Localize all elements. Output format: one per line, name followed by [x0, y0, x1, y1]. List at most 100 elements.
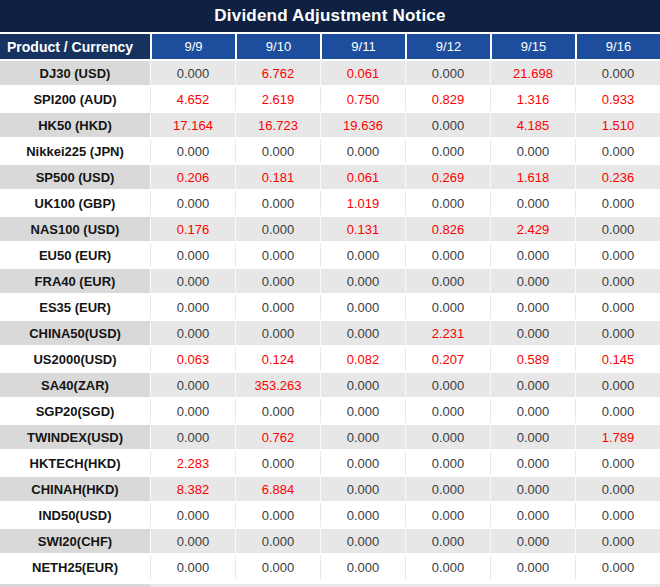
dividend-value-cell: 0.000 — [405, 373, 490, 397]
table-row: UK100 (GBP)0.0000.0001.0190.0000.0000.00… — [0, 191, 660, 217]
dividend-value-cell: 0.000 — [320, 503, 405, 527]
dividend-value-cell: 0.000 — [235, 139, 320, 163]
dividend-value-cell: 0.000 — [575, 295, 660, 319]
dividend-value-cell: 0.000 — [575, 139, 660, 163]
dividend-value-cell: 0.000 — [150, 191, 235, 215]
table-row: SP500 (USD)0.2060.1810.0610.2691.6180.23… — [0, 165, 660, 191]
product-cell: Nikkei225 (JPN) — [0, 139, 150, 163]
product-cell: UK100 (GBP) — [0, 191, 150, 215]
dividend-value-cell: 0.000 — [320, 555, 405, 579]
dividend-value-cell: 0.063 — [150, 347, 235, 371]
dividend-value-cell: 0.000 — [320, 451, 405, 475]
dividend-value-cell: 1.789 — [575, 425, 660, 449]
dividend-value-cell: 0.000 — [405, 295, 490, 319]
table-row: EU50 (EUR)0.0000.0000.0000.0000.0000.000 — [0, 243, 660, 269]
dividend-value-cell: 0.829 — [405, 87, 490, 111]
dividend-value-cell: 0.000 — [490, 269, 575, 293]
dividend-value-cell: 16.723 — [235, 113, 320, 137]
dividend-value-cell: 0.000 — [235, 243, 320, 267]
dividend-value-cell: 0.176 — [150, 217, 235, 241]
dividend-value-cell: 0.145 — [575, 347, 660, 371]
table-row: SWI20(CHF)0.0000.0000.0000.0000.0000.000 — [0, 529, 660, 555]
table-row: SA40(ZAR)0.000353.2630.0000.0000.0000.00… — [0, 373, 660, 399]
dividend-value-cell: 0.000 — [575, 451, 660, 475]
column-header-product-currency: Product / Currency — [0, 34, 150, 59]
dividend-value-cell: 0.000 — [490, 295, 575, 319]
product-cell: US2000(USD) — [0, 347, 150, 371]
dividend-value-cell: 0.000 — [405, 451, 490, 475]
table-row: IND50(USD)0.0000.0000.0000.0000.0000.000 — [0, 503, 660, 529]
dividend-value-cell: 0.000 — [150, 529, 235, 553]
table-row: Nikkei225 (JPN)0.0000.0000.0000.0000.000… — [0, 139, 660, 165]
dividend-value-cell: 0.000 — [320, 425, 405, 449]
dividend-value-cell: 0.000 — [320, 373, 405, 397]
dividend-value-cell: 0.000 — [575, 373, 660, 397]
dividend-value-cell: 0.000 — [405, 477, 490, 501]
dividend-value-cell: 0.000 — [320, 243, 405, 267]
dividend-value-cell: 0.000 — [575, 529, 660, 553]
column-header-date: 9/16 — [575, 34, 660, 59]
dividend-value-cell: 0.000 — [405, 555, 490, 579]
dividend-value-cell: 0.000 — [235, 191, 320, 215]
dividend-value-cell: 0.000 — [235, 555, 320, 579]
dividend-value-cell: 0.000 — [150, 373, 235, 397]
dividend-value-cell: 1.618 — [490, 165, 575, 189]
product-cell: FRA40 (EUR) — [0, 269, 150, 293]
dividend-value-cell: 0.082 — [320, 347, 405, 371]
dividend-value-cell: 6.762 — [235, 61, 320, 85]
dividend-value-cell: 0.000 — [320, 269, 405, 293]
product-cell: EU50 (EUR) — [0, 243, 150, 267]
dividend-value-cell: 0.000 — [405, 139, 490, 163]
table-header-row: Product / Currency 9/99/109/119/129/159/… — [0, 34, 660, 61]
table-row: TWINDEX(USD)0.0000.7620.0000.0000.0001.7… — [0, 425, 660, 451]
dividend-value-cell: 0.000 — [235, 321, 320, 345]
product-cell: SPI200 (AUD) — [0, 87, 150, 111]
table-row: CHINAH(HKD)8.3826.8840.0000.0000.0000.00… — [0, 477, 660, 503]
product-cell: TWINDEX(USD) — [0, 425, 150, 449]
dividend-value-cell: 353.263 — [235, 373, 320, 397]
product-cell: ES35 (EUR) — [0, 295, 150, 319]
table-row: FRA40 (EUR)0.0000.0000.0000.0000.0000.00… — [0, 269, 660, 295]
dividend-value-cell: 0.000 — [150, 61, 235, 85]
dividend-value-cell: 0.000 — [490, 139, 575, 163]
dividend-value-cell: 0.124 — [235, 347, 320, 371]
product-cell: SWI20(CHF) — [0, 529, 150, 553]
dividend-value-cell: 0.000 — [575, 191, 660, 215]
dividend-value-cell: 0.000 — [575, 217, 660, 241]
product-cell: SP500 (USD) — [0, 165, 150, 189]
dividend-value-cell: 0.000 — [150, 295, 235, 319]
column-header-date: 9/11 — [320, 34, 405, 59]
table-body: DJ30 (USD)0.0006.7620.0610.00021.6980.00… — [0, 61, 660, 584]
dividend-value-cell: 0.000 — [150, 425, 235, 449]
table-row: NETH25(EUR)0.0000.0000.0000.0000.0000.00… — [0, 555, 660, 581]
table-row: DJ30 (USD)0.0006.7620.0610.00021.6980.00… — [0, 61, 660, 87]
dividend-value-cell: 0.000 — [405, 503, 490, 527]
column-header-date: 9/10 — [235, 34, 320, 59]
dividend-value-cell: 0.000 — [490, 321, 575, 345]
dividend-value-cell: 0.000 — [235, 529, 320, 553]
dividend-value-cell: 0.762 — [235, 425, 320, 449]
dividend-value-cell: 0.000 — [235, 217, 320, 241]
dividend-value-cell: 0.000 — [490, 243, 575, 267]
table-row: NAS100 (USD)0.1760.0000.1310.8262.4290.0… — [0, 217, 660, 243]
dividend-value-cell: 0.000 — [490, 425, 575, 449]
table-row: SPI200 (AUD)4.6522.6190.7500.8291.3160.9… — [0, 87, 660, 113]
dividend-value-cell: 2.429 — [490, 217, 575, 241]
dividend-value-cell: 0.206 — [150, 165, 235, 189]
dividend-value-cell: 0.000 — [320, 321, 405, 345]
product-cell: CHINAH(HKD) — [0, 477, 150, 501]
dividend-value-cell: 0.000 — [235, 399, 320, 423]
title-bar: Dividend Adjustment Notice — [0, 0, 660, 34]
product-cell: SA40(ZAR) — [0, 373, 150, 397]
table-row: SGP20(SGD)0.0000.0000.0000.0000.0000.000 — [0, 399, 660, 425]
dividend-value-cell: 0.589 — [490, 347, 575, 371]
dividend-value-cell: 0.061 — [320, 61, 405, 85]
dividend-value-cell: 0.236 — [575, 165, 660, 189]
dividend-value-cell: 1.019 — [320, 191, 405, 215]
dividend-value-cell: 0.000 — [575, 555, 660, 579]
table-row: HKTECH(HKD)2.2830.0000.0000.0000.0000.00… — [0, 451, 660, 477]
dividend-value-cell: 0.000 — [320, 139, 405, 163]
dividend-value-cell: 0.000 — [320, 399, 405, 423]
dividend-value-cell: 0.000 — [405, 61, 490, 85]
dividend-value-cell: 0.181 — [235, 165, 320, 189]
